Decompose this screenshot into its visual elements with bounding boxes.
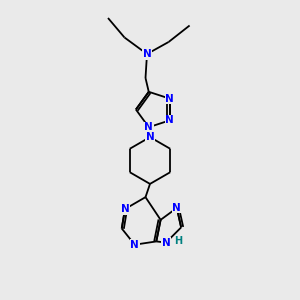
Text: N: N	[121, 204, 129, 214]
Text: N: N	[130, 240, 139, 250]
Text: N: N	[165, 94, 174, 103]
Text: N: N	[165, 116, 174, 125]
Text: N: N	[146, 132, 154, 142]
Text: N: N	[142, 49, 152, 59]
Text: N: N	[172, 203, 181, 213]
Text: N: N	[144, 122, 153, 132]
Text: H: H	[175, 236, 183, 246]
Text: N: N	[162, 238, 170, 248]
